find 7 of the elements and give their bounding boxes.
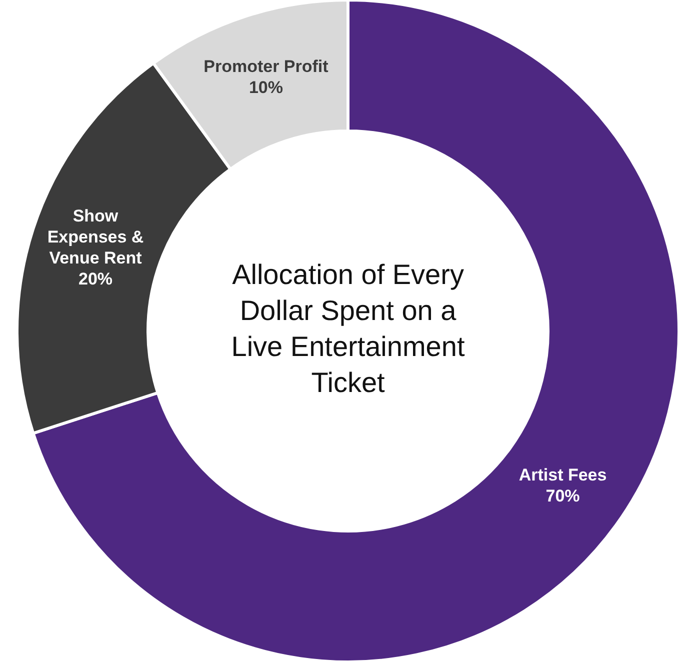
slice-label: Artist Fees — [518, 466, 607, 486]
data-label: 20% — [78, 270, 113, 289]
data-label: 10% — [248, 78, 283, 98]
slice-label: Show Expenses & Venue Rent — [47, 206, 144, 268]
text: Allocation of Every Dollar Spent on a Live Entertainment Ticket — [231, 259, 465, 398]
data-label: 70% — [546, 487, 580, 506]
slice-label: Promoter Profit — [204, 57, 329, 76]
